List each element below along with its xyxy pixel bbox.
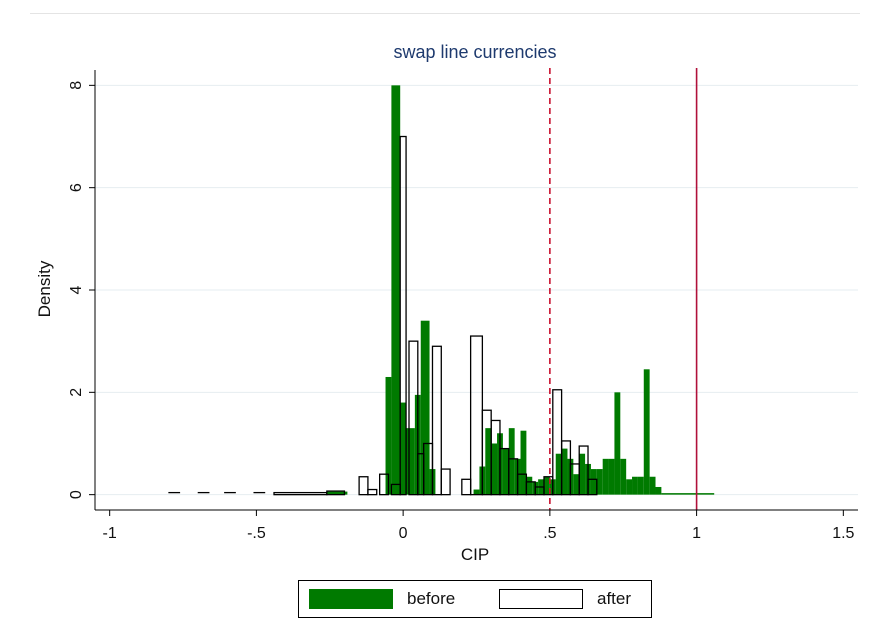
bar-before-11 <box>491 443 498 495</box>
bar-before-35 <box>632 476 638 495</box>
bar-before-39 <box>655 486 662 495</box>
bar-before-34 <box>626 479 633 495</box>
bar-before-13 <box>502 448 509 495</box>
legend-label-before: before <box>407 589 456 608</box>
bar-before-38 <box>649 476 656 495</box>
bar-before-37 <box>643 369 650 495</box>
bar-before-40 <box>661 493 715 495</box>
bar-after-10 <box>431 345 442 496</box>
bar-before-36 <box>637 476 644 495</box>
y-tick-label: 0 <box>68 490 85 499</box>
bar-after-25 <box>578 445 589 496</box>
axes: 0 2 4 6 8 -1 -.5 0 .5 1 1.5 <box>68 70 858 542</box>
bar-before-8 <box>473 489 480 495</box>
bar-before-3 <box>400 402 407 495</box>
x-tick-label: 1 <box>692 525 701 542</box>
top-divider <box>30 13 860 14</box>
bar-before-29 <box>596 469 603 495</box>
bar-after-2 <box>358 476 369 496</box>
bar-after-1 <box>326 490 346 496</box>
legend-swatch-after <box>499 589 583 609</box>
x-tick-label: -.5 <box>247 525 266 542</box>
bar-before-20 <box>543 476 550 495</box>
x-tick-label: .5 <box>543 525 556 542</box>
x-tick-label: 1.5 <box>832 525 854 542</box>
bar-after-6 <box>399 135 407 496</box>
legend-item-after: after <box>499 589 631 609</box>
x-axis-label: CIP <box>461 545 489 564</box>
legend: before after <box>298 580 652 618</box>
bar-before-16 <box>520 430 527 495</box>
bar-after-11 <box>440 468 451 496</box>
y-axis-label: Density <box>35 260 54 317</box>
bar-before-32 <box>614 392 621 495</box>
bar-before-33 <box>620 458 627 495</box>
bar-before-0 <box>326 491 348 495</box>
grid-lines <box>95 84 858 496</box>
bar-after-26 <box>587 478 598 496</box>
bar-after-12 <box>461 478 472 496</box>
bar-after-7 <box>408 340 419 496</box>
y-tick-label: 8 <box>68 81 85 90</box>
bar-before-30 <box>602 458 609 495</box>
x-tick-label: 0 <box>399 525 408 542</box>
y-tick-label: 6 <box>68 183 85 192</box>
bar-before-26 <box>579 453 586 495</box>
bar-after-4 <box>379 473 390 496</box>
bar-before-31 <box>608 458 615 495</box>
x-tick-label: -1 <box>103 525 117 542</box>
bar-before-4 <box>406 428 415 495</box>
series-after <box>168 135 598 496</box>
reference-lines <box>549 68 698 510</box>
bar-after-0 <box>273 491 328 496</box>
bar-before-23 <box>561 448 568 495</box>
y-tick-label: 4 <box>68 285 85 294</box>
bar-before-6 <box>420 320 430 495</box>
y-tick-label: 2 <box>68 388 85 397</box>
legend-item-before: before <box>309 589 455 609</box>
bar-before-10 <box>485 428 492 495</box>
bar-before-17 <box>526 476 533 495</box>
bar-before-14 <box>508 428 515 495</box>
bar-after-3 <box>367 488 378 496</box>
bar-before-25 <box>573 474 580 495</box>
bar-before-2 <box>391 85 401 495</box>
chart-title: swap line currencies <box>393 42 556 62</box>
legend-swatch-before <box>309 589 393 609</box>
bar-before-28 <box>590 469 597 495</box>
bar-before-22 <box>555 453 562 495</box>
bar-before-1 <box>385 376 392 495</box>
legend-label-after: after <box>597 589 632 608</box>
